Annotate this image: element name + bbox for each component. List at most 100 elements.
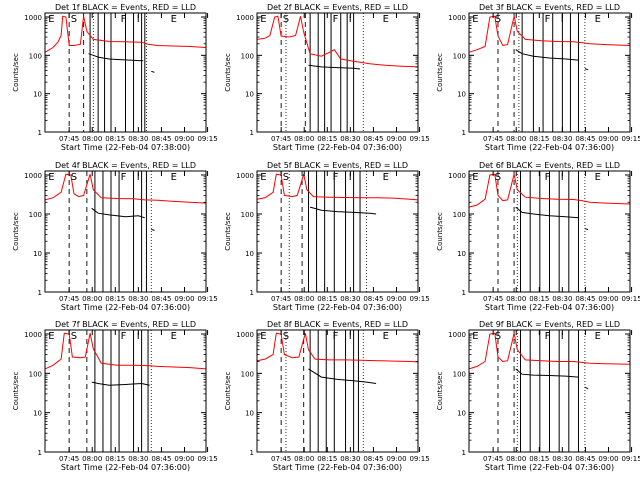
chart-6-lld-line-1 [468, 173, 631, 208]
chart-4-ytick-label-1: 1 [38, 289, 42, 297]
chart-6-panel: 1 10 100 1000 07:45 08:00 08:15 08:30 08:45 09:00… [436, 161, 640, 312]
chart-1-marker-3: F [121, 14, 127, 25]
chart-6-xtick-label-4: 08:30 [552, 295, 572, 303]
chart-1-xtick-label-5: 08:45 [151, 135, 171, 143]
chart-9-marker-3: F [545, 331, 551, 342]
chart-5-lld-line-1 [256, 173, 419, 201]
chart-8-xtick-label-6: 09:00 [386, 455, 406, 463]
chart-5-plot-frame [256, 170, 419, 293]
chart-4-marker-5: E [171, 172, 177, 183]
chart-7-ytick-label-2: 10 [33, 410, 42, 418]
chart-6-marker-5: E [595, 172, 601, 183]
chart-7-xtick-label-4: 08:30 [128, 455, 148, 463]
chart-7-marker-2: S [71, 331, 77, 342]
chart-4-xtick-label-6: 09:00 [174, 295, 194, 303]
chart-7-ytick-label-3: 100 [29, 370, 42, 378]
chart-6-marker-1: E [472, 172, 478, 183]
chart-6-xtick-label-2: 08:00 [506, 295, 526, 303]
chart-1-xtick-label-2: 08:00 [82, 135, 102, 143]
chart-9-marker-2: S [495, 331, 501, 342]
chart-7-lld-line-1 [44, 332, 207, 370]
chart-5-marker-2: S [283, 172, 289, 183]
chart-5-events-line-1 [309, 206, 377, 215]
chart-8-panel: 1 10 100 1000 07:45 08:00 08:15 08:30 08:45 09:00… [224, 320, 430, 472]
chart-1-marker-2: S [71, 14, 77, 25]
chart-4-events-line-1 [91, 207, 145, 219]
chart-3-ytick-label-1: 1 [462, 129, 466, 137]
chart-6-ytick-label-2: 10 [457, 250, 466, 258]
chart-8-marker-5: E [383, 331, 389, 342]
chart-7-xlabel: Start Time (22-Feb-04 07:36:00) [61, 463, 190, 472]
chart-2-plot-frame [256, 12, 419, 133]
chart-9-panel: 1 10 100 1000 07:45 08:00 08:15 08:30 08:45 09:00… [436, 320, 640, 472]
chart-1-xtick-label-4: 08:30 [128, 135, 148, 143]
chart-8-xtick-label-5: 08:45 [363, 455, 383, 463]
chart-2-panel: 1 10 100 1000 07:45 08:00 08:15 08:30 08:45 09:00… [224, 3, 430, 152]
chart-6-xtick-label-3: 08:15 [529, 295, 549, 303]
chart-5-xtick-label-5: 08:45 [363, 295, 383, 303]
chart-8-xtick-label-3: 08:15 [317, 455, 337, 463]
chart-1-xtick-label-6: 09:00 [174, 135, 194, 143]
chart-3-marker-2: S [495, 14, 501, 25]
chart-2-ytick-label-4: 1000 [236, 14, 254, 22]
chart-3-ytick-label-2: 10 [457, 91, 466, 99]
chart-5-ylabel: Counts/sec [224, 212, 232, 251]
chart-6-xtick-label-7: 09:15 [621, 295, 640, 303]
chart-3-title: Det 3f BLACK = Events, RED = LLD [479, 3, 620, 12]
chart-6-marker-2: S [495, 172, 501, 183]
chart-7-xtick-label-2: 08:00 [82, 455, 102, 463]
chart-5-xtick-label-6: 09:00 [386, 295, 406, 303]
chart-4-ytick-label-4: 1000 [24, 172, 42, 180]
chart-5-xlabel: Start Time (22-Feb-04 07:36:00) [273, 303, 402, 312]
chart-6-xtick-label-1: 07:45 [483, 295, 503, 303]
chart-2-events-line-1 [308, 64, 361, 70]
chart-2-xtick-label-7: 09:15 [409, 135, 429, 143]
chart-1-events-line-2 [151, 70, 155, 73]
chart-5-ytick-label-4: 1000 [236, 172, 254, 180]
chart-9-marker-5: E [595, 331, 601, 342]
chart-7-marker-3: F [121, 331, 127, 342]
chart-2-title: Det 2f BLACK = Events, RED = LLD [267, 3, 408, 12]
chart-2-marker-3: F [333, 14, 339, 25]
chart-7-xtick-label-6: 09:00 [174, 455, 194, 463]
chart-4-xtick-label-2: 08:00 [82, 295, 102, 303]
chart-6-xlabel: Start Time (22-Feb-04 07:36:00) [485, 303, 614, 312]
chart-8-xtick-label-2: 08:00 [294, 455, 314, 463]
chart-9-events-line-2 [584, 386, 589, 390]
chart-7-ylabel: Counts/sec [12, 372, 20, 411]
chart-5-xtick-label-2: 08:00 [294, 295, 314, 303]
chart-3-marker-3: F [545, 14, 551, 25]
chart-9-xtick-label-4: 08:30 [552, 455, 572, 463]
chart-6-plot-frame [468, 170, 631, 293]
chart-1-xtick-label-3: 08:15 [105, 135, 125, 143]
chart-5-marker-1: E [260, 172, 266, 183]
chart-5-title: Det 5f BLACK = Events, RED = LLD [267, 161, 408, 170]
chart-3-ytick-label-3: 100 [453, 52, 466, 60]
chart-3-panel: 1 10 100 1000 07:45 08:00 08:15 08:30 08:45 09:00… [436, 3, 640, 152]
chart-9-title: Det 9f BLACK = Events, RED = LLD [479, 320, 620, 329]
chart-3-marker-5: E [595, 14, 601, 25]
chart-8-xtick-label-7: 09:15 [409, 455, 429, 463]
chart-4-xtick-label-3: 08:15 [105, 295, 125, 303]
chart-5-ytick-label-3: 100 [241, 211, 254, 219]
chart-2-marker-2: S [283, 14, 289, 25]
chart-8-title: Det 8f BLACK = Events, RED = LLD [267, 320, 408, 329]
chart-9-marker-1: E [472, 331, 478, 342]
chart-4-plot-frame [44, 170, 207, 293]
chart-6-ytick-label-1: 1 [462, 289, 466, 297]
chart-7-ytick-label-1: 1 [38, 449, 42, 457]
chart-6-xtick-label-5: 08:45 [575, 295, 595, 303]
chart-9-xlabel: Start Time (22-Feb-04 07:36:00) [485, 463, 614, 472]
chart-8-lld-line-1 [256, 332, 419, 363]
chart-4-marker-3: F [121, 172, 127, 183]
chart-1-panel: 1 10 100 1000 07:45 08:00 08:15 08:30 08:45 09:00… [12, 3, 218, 152]
chart-8-marker-3: F [333, 331, 339, 342]
chart-2-lld-line-1 [256, 15, 419, 68]
chart-3-xtick-label-1: 07:45 [483, 135, 503, 143]
chart-1-lld-line-1 [44, 15, 207, 53]
chart-2-xtick-label-4: 08:30 [340, 135, 360, 143]
chart-6-ytick-label-4: 1000 [448, 172, 466, 180]
chart-1-ytick-label-3: 100 [29, 52, 42, 60]
chart-3-xtick-label-2: 08:00 [506, 135, 526, 143]
chart-1-xtick-label-7: 09:15 [197, 135, 217, 143]
